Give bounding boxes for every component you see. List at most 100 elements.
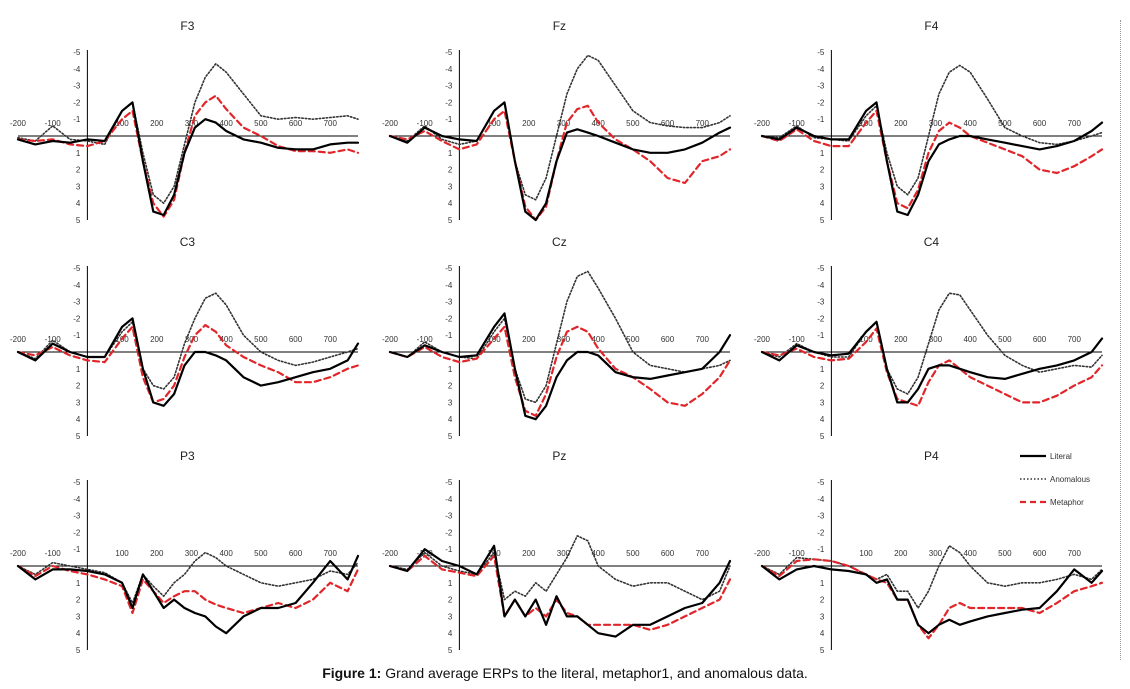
series-line-anomalous: [17, 63, 359, 204]
y-tick-label: -4: [73, 495, 81, 504]
series-line-literal: [388, 312, 732, 421]
y-tick-label: 2: [448, 166, 453, 175]
x-tick-label: 700: [696, 549, 710, 558]
y-tick-label: 5: [448, 646, 453, 655]
series-line-anomalous: [389, 54, 731, 201]
x-tick-label: 600: [661, 119, 675, 128]
y-tick-label: 4: [820, 199, 825, 208]
y-tick-label: 2: [448, 596, 453, 605]
x-tick-label: 500: [254, 549, 268, 558]
series-line-literal: [388, 101, 732, 222]
x-tick-label: 500: [998, 549, 1012, 558]
y-tick-label: 4: [820, 629, 825, 638]
x-tick-label: 500: [626, 549, 640, 558]
y-tick-label: -2: [73, 98, 81, 107]
x-tick-label: 600: [1033, 119, 1047, 128]
series-line-literal: [16, 554, 360, 635]
y-tick-label: 2: [820, 166, 825, 175]
x-tick-label: 700: [1068, 549, 1082, 558]
y-tick-label: 1: [76, 149, 81, 158]
y-tick-label: -5: [445, 48, 453, 57]
y-tick-label: -5: [73, 478, 81, 487]
y-tick-label: 3: [76, 612, 81, 621]
x-tick-label: 200: [894, 119, 908, 128]
y-tick-label: -4: [73, 65, 81, 74]
x-tick-label: 300: [185, 549, 199, 558]
y-tick-label: -4: [817, 495, 825, 504]
x-tick-label: 200: [150, 335, 164, 344]
x-tick-label: 400: [963, 335, 977, 344]
y-tick-label: 1: [448, 149, 453, 158]
x-tick-label: 700: [696, 119, 710, 128]
y-tick-label: -2: [445, 314, 453, 323]
y-tick-label: 4: [76, 199, 81, 208]
x-tick-label: 500: [254, 335, 268, 344]
series-line-metaphor: [388, 325, 732, 417]
panel-title: F4: [924, 19, 938, 33]
x-tick-label: 600: [1033, 549, 1047, 558]
x-tick-label: 200: [522, 335, 536, 344]
panel-c4: C4 -5 -4 -3 -2 -1 1 2 3 4 5 -200 -100 100 200 300 400 500…: [754, 235, 1104, 441]
x-tick-label: 300: [929, 335, 943, 344]
x-tick-label: -200: [382, 335, 399, 344]
y-tick-label: -2: [73, 314, 81, 323]
series-line-literal: [16, 101, 360, 217]
x-tick-label: 600: [289, 335, 303, 344]
x-tick-label: -100: [45, 119, 62, 128]
legend-label: Anomalous: [1050, 475, 1090, 484]
x-tick-label: 400: [963, 119, 977, 128]
y-tick-label: -1: [445, 115, 453, 124]
series-line-metaphor: [760, 109, 1104, 210]
y-tick-label: -1: [73, 115, 81, 124]
y-tick-label: 3: [820, 398, 825, 407]
x-tick-label: 300: [929, 549, 943, 558]
series-line-literal: [388, 544, 732, 638]
y-tick-label: -1: [817, 331, 825, 340]
y-tick-label: -5: [817, 478, 825, 487]
legend: Literal Anomalous Metaphor: [1020, 452, 1090, 507]
x-tick-label: -200: [382, 119, 399, 128]
panel-p4: P4 -5 -4 -3 -2 -1 1 2 3 4 5 -200 -100 100 200 300 400 500…: [754, 449, 1104, 655]
x-tick-label: 300: [929, 119, 943, 128]
y-tick-label: -1: [817, 545, 825, 554]
series-line-literal: [16, 317, 360, 407]
y-tick-label: 2: [76, 166, 81, 175]
y-tick-label: -3: [445, 82, 453, 91]
panel-title: Pz: [552, 449, 566, 463]
x-tick-label: 600: [289, 549, 303, 558]
y-tick-label: -3: [817, 82, 825, 91]
y-tick-label: 5: [76, 646, 81, 655]
panel-p3: P3 -5 -4 -3 -2 -1 1 2 3 4 5 -200 -100 100 200 300 400 500…: [10, 449, 360, 655]
x-tick-label: 200: [522, 119, 536, 128]
y-tick-label: 4: [448, 629, 453, 638]
x-tick-label: -200: [10, 549, 27, 558]
y-tick-label: 2: [820, 382, 825, 391]
y-tick-label: -2: [445, 528, 453, 537]
x-tick-label: -100: [789, 119, 806, 128]
y-tick-label: 2: [448, 382, 453, 391]
y-tick-label: -3: [445, 512, 453, 521]
x-tick-label: 400: [591, 549, 605, 558]
x-tick-label: -200: [10, 119, 27, 128]
x-tick-label: -200: [754, 119, 771, 128]
caption-text: Grand average ERPs to the literal, metap…: [381, 665, 808, 681]
x-tick-label: -100: [789, 549, 806, 558]
x-tick-label: 200: [894, 335, 908, 344]
x-tick-label: 300: [557, 549, 571, 558]
x-tick-label: 300: [557, 119, 571, 128]
y-tick-label: -5: [817, 264, 825, 273]
x-tick-label: -100: [789, 335, 806, 344]
y-tick-label: 1: [820, 149, 825, 158]
panel-title: C3: [180, 235, 196, 249]
series-line-anomalous: [389, 535, 731, 601]
series-line-literal: [760, 564, 1104, 635]
y-tick-label: -2: [445, 98, 453, 107]
x-tick-label: 400: [963, 549, 977, 558]
y-tick-label: 4: [448, 415, 453, 424]
